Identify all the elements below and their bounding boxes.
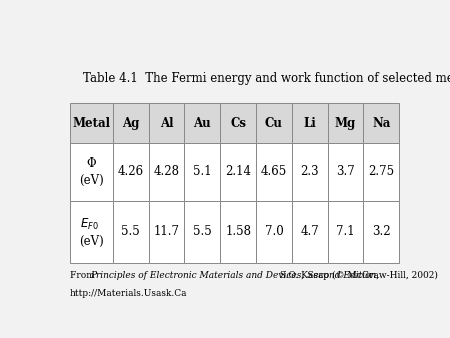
Text: 4.7: 4.7 [300,225,319,238]
Text: 2.14: 2.14 [225,166,251,178]
Bar [184,201,220,263]
Bar [363,143,399,201]
Bar [148,103,184,143]
Text: 5.1: 5.1 [193,166,211,178]
Bar [69,201,113,263]
Text: $\mathit{E}_{F0}$: $\mathit{E}_{F0}$ [81,217,99,232]
Text: 1.58: 1.58 [225,225,251,238]
Text: Li: Li [303,117,316,130]
Bar [148,201,184,263]
Bar [328,201,363,263]
Text: 11.7: 11.7 [153,225,180,238]
Text: 7.0: 7.0 [265,225,283,238]
Bar [220,103,256,143]
Bar [69,103,113,143]
Text: 4.28: 4.28 [153,166,180,178]
Text: Na: Na [372,117,391,130]
Bar [292,103,328,143]
Bar [256,143,292,201]
Text: 2.75: 2.75 [368,166,394,178]
Text: Cu: Cu [265,117,283,130]
Text: 4.65: 4.65 [261,166,287,178]
Text: 4.26: 4.26 [118,166,144,178]
Text: Mg: Mg [335,117,356,130]
Bar [113,103,148,143]
Text: 5.5: 5.5 [122,225,140,238]
Bar [363,201,399,263]
Bar [113,201,148,263]
Bar [256,103,292,143]
Bar [184,143,220,201]
Text: Al: Al [160,117,173,130]
Text: From: From [69,271,97,280]
Bar [69,143,113,201]
Text: Metal: Metal [72,117,110,130]
Text: Au: Au [194,117,211,130]
Bar [256,201,292,263]
Bar [328,103,363,143]
Bar [148,143,184,201]
Text: 2.3: 2.3 [300,166,319,178]
Bar [363,103,399,143]
Text: Table 4.1  The Fermi energy and work function of selected metals.: Table 4.1 The Fermi energy and work func… [83,72,450,85]
Bar [184,103,220,143]
Text: 5.5: 5.5 [193,225,212,238]
Text: S.O. Kasap (© McGraw-Hill, 2002): S.O. Kasap (© McGraw-Hill, 2002) [277,271,438,280]
Bar [220,143,256,201]
Text: http://Materials.Usask.Ca: http://Materials.Usask.Ca [69,289,187,298]
Text: 3.2: 3.2 [372,225,391,238]
Bar [292,143,328,201]
Bar [328,143,363,201]
Text: Ag: Ag [122,117,140,130]
Bar [113,143,148,201]
Text: Φ
(eV): Φ (eV) [79,157,104,187]
Text: (eV): (eV) [79,235,104,248]
Text: 3.7: 3.7 [336,166,355,178]
Text: Cs: Cs [230,117,246,130]
Text: Principles of Electronic Materials and Devices, Second Edition,: Principles of Electronic Materials and D… [90,271,379,280]
Text: 7.1: 7.1 [336,225,355,238]
Bar [292,201,328,263]
Bar [220,201,256,263]
